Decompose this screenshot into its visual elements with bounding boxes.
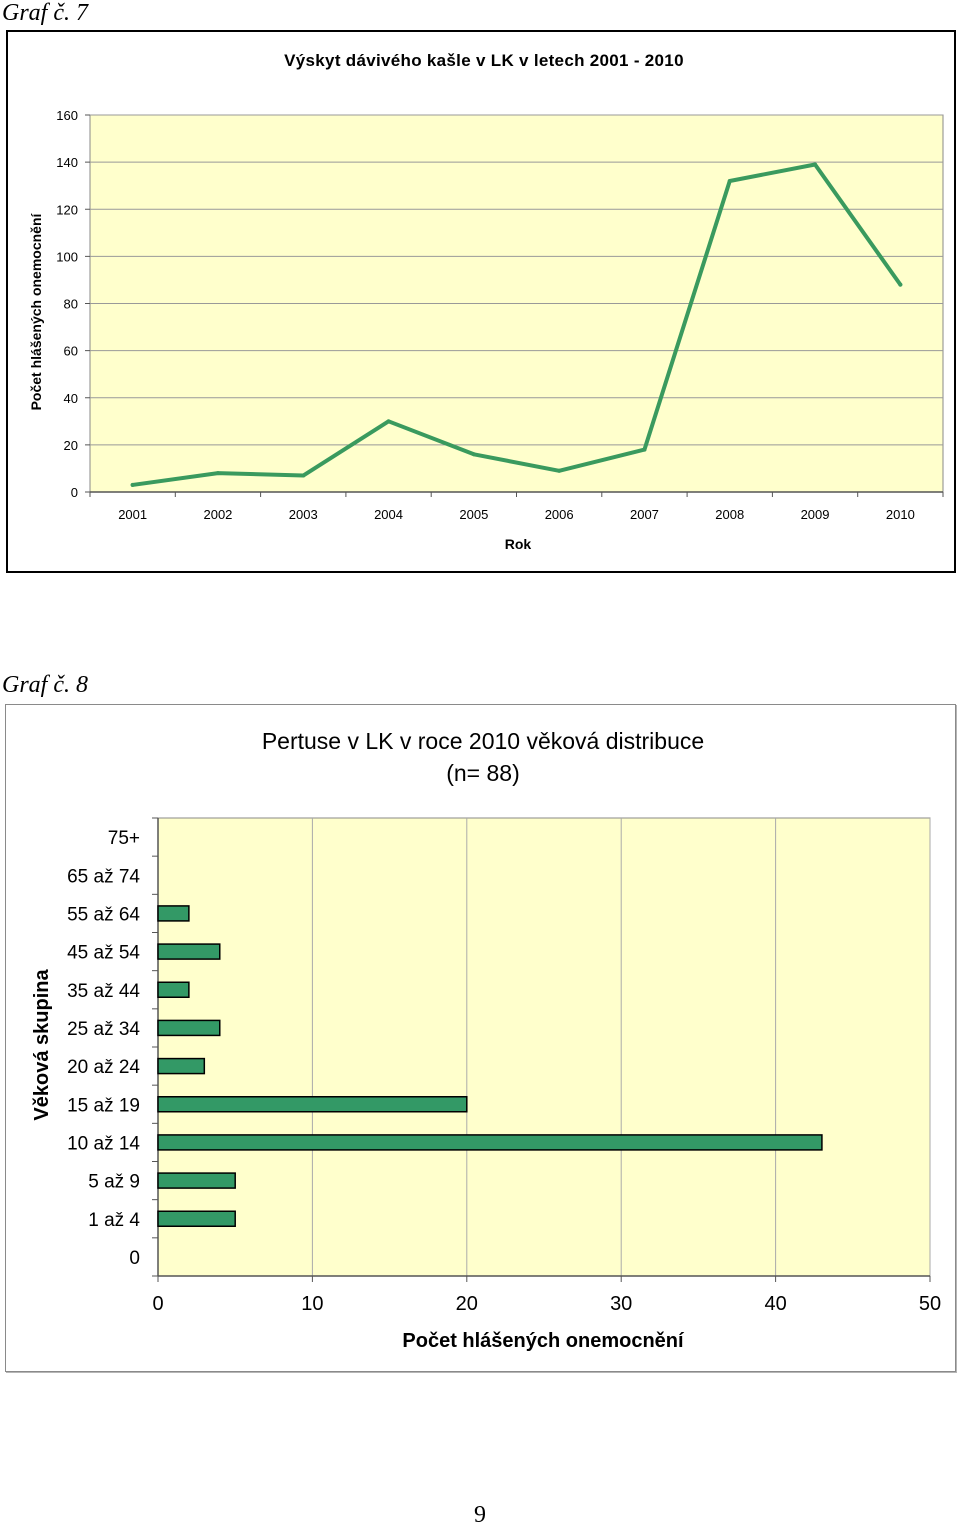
- data-point: [301, 473, 306, 478]
- y-tick-label: 100: [56, 249, 78, 264]
- bar: [157, 1096, 468, 1113]
- chart-title: Výskyt dávivého kašle v LK v letech 2001…: [284, 51, 684, 70]
- x-tick-label: 2009: [801, 507, 830, 522]
- plot-area: [157, 817, 931, 1277]
- x-tick-label: 0: [152, 1293, 163, 1315]
- y-tick-label: 120: [56, 202, 78, 217]
- data-point: [471, 452, 476, 457]
- series-line: [130, 162, 903, 487]
- y-tick-label: 1 až 4: [88, 1210, 140, 1231]
- y-tick-label: 60: [64, 344, 78, 359]
- y-tick-label: 0: [129, 1248, 140, 1269]
- bar: [157, 943, 221, 960]
- y-tick-label: 15 až 19: [67, 1095, 140, 1116]
- bar-chart-svg: Pertuse v LK v roce 2010 věková distribu…: [31, 728, 941, 1352]
- x-tick-label: 40: [764, 1293, 786, 1315]
- line-chart-svg: Výskyt dávivého kašle v LK v letech 2001…: [28, 51, 944, 552]
- y-tick-label: 65 až 74: [67, 866, 140, 887]
- bar: [157, 1134, 823, 1151]
- y-tick-label: 75+: [108, 828, 140, 849]
- pertussis-age-bar-chart: Pertuse v LK v roce 2010 věková distribu…: [5, 704, 956, 1372]
- page-number: 9: [474, 1502, 486, 1528]
- x-tick-label: 2010: [886, 507, 915, 522]
- x-axis-label: Rok: [505, 536, 532, 552]
- y-tick-label: 10 až 14: [67, 1133, 140, 1154]
- y-axis-label: Počet hlášených onemocnění: [28, 212, 44, 410]
- pertussis-line-chart: Výskyt dávivého kašle v LK v letech 2001…: [6, 30, 956, 573]
- y-tick-label: 25 až 34: [67, 1019, 140, 1040]
- y-tick-label: 80: [64, 297, 78, 312]
- x-tick-label: 2001: [118, 507, 147, 522]
- x-tick-label: 2003: [289, 507, 318, 522]
- data-point: [557, 468, 562, 473]
- y-tick-label: 45 až 54: [67, 943, 140, 964]
- x-tick-label: 10: [301, 1293, 323, 1315]
- y-axis-label: Věková skupina: [31, 969, 53, 1121]
- line-chart-plot: 0 20 40 60 80 100 120 140 160 2001 2002 2003 2004 200…: [56, 108, 944, 522]
- bar: [157, 1057, 206, 1075]
- y-tick-label: 55 až 64: [67, 904, 140, 925]
- chart8-caption: Graf č. 8: [2, 672, 88, 698]
- data-point: [727, 178, 732, 183]
- data-point: [386, 419, 391, 424]
- chart7-caption: Graf č. 7: [2, 0, 88, 26]
- chart-title: Pertuse v LK v roce 2010 věková distribu…: [262, 728, 704, 754]
- y-tick-label: 35 až 44: [67, 981, 140, 1002]
- x-tick-label: 2008: [715, 507, 744, 522]
- y-tick-label: 20 až 24: [67, 1057, 140, 1078]
- y-tick-label: 0: [71, 485, 78, 500]
- y-tick-label: 160: [56, 108, 78, 123]
- x-tick-label: 2006: [545, 507, 574, 522]
- x-tick-label: 2004: [374, 507, 403, 522]
- y-tick-label: 5 až 9: [88, 1172, 140, 1193]
- x-tick-label: 2007: [630, 507, 659, 522]
- bar: [157, 905, 190, 922]
- y-tick-label: 140: [56, 155, 78, 170]
- x-tick-label: 2005: [459, 507, 488, 522]
- bar: [157, 981, 190, 998]
- data-point: [813, 162, 818, 167]
- bar-chart-plot: 0 10 20 30 40 50 75+ 65 až 74 55 až 64 45 až 54 35…: [67, 817, 941, 1315]
- y-tick-label: 20: [64, 438, 78, 453]
- x-tick-label: 20: [456, 1293, 478, 1315]
- bar: [157, 1210, 236, 1227]
- x-tick-label: 30: [610, 1293, 632, 1315]
- bar: [157, 1172, 236, 1189]
- chart-subtitle: (n= 88): [446, 760, 520, 786]
- data-point: [898, 282, 903, 287]
- y-tick-label: 40: [64, 391, 78, 406]
- data-point: [130, 482, 135, 487]
- data-point: [215, 471, 220, 476]
- x-tick-label: 2002: [203, 507, 232, 522]
- data-point: [642, 447, 647, 452]
- x-tick-label: 50: [919, 1293, 941, 1315]
- bar: [157, 1019, 221, 1037]
- x-axis-label: Počet hlášených onemocnění: [402, 1330, 685, 1352]
